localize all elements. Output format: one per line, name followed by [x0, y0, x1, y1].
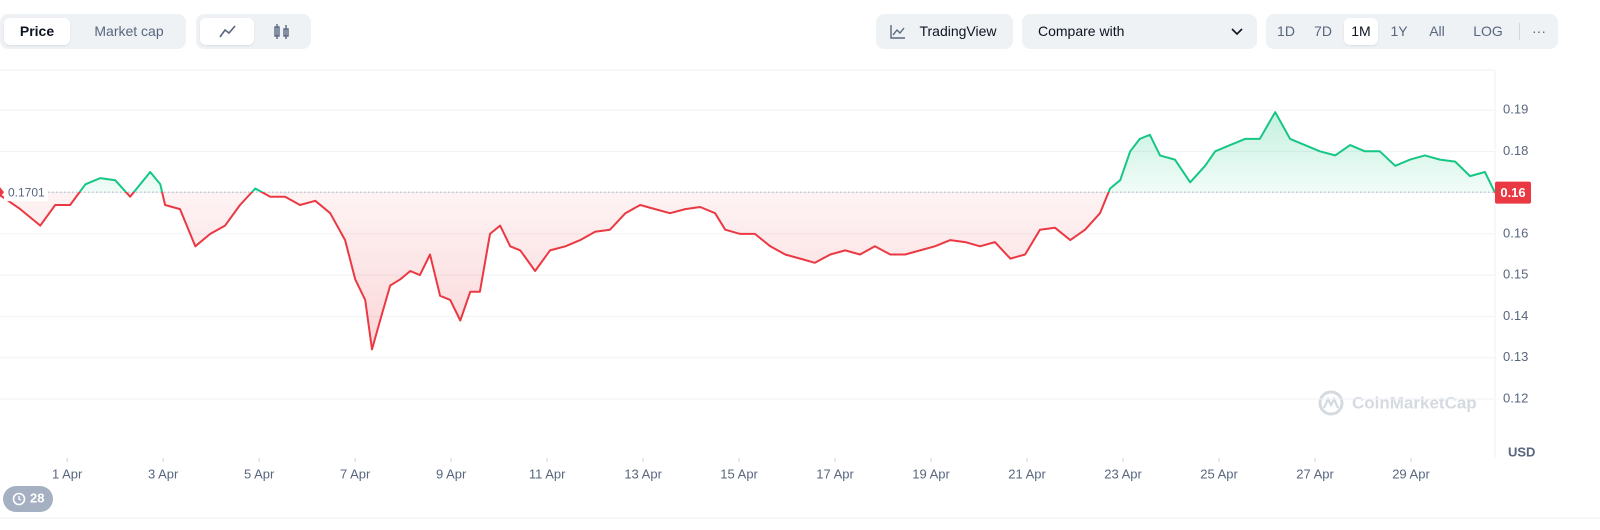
- x-tick-label: 15 Apr: [720, 466, 758, 481]
- y-tick-label: 0.16: [1503, 225, 1528, 240]
- x-tick-label: 5 Apr: [244, 466, 275, 481]
- view-toggle: Price Market cap: [0, 14, 186, 49]
- y-tick-label: 0.19: [1503, 101, 1528, 116]
- divider: [1519, 23, 1520, 40]
- baseline-label-bg: [4, 183, 48, 202]
- range-button[interactable]: 1Y: [1390, 23, 1408, 39]
- x-tick-label: 9 Apr: [436, 466, 467, 481]
- line-style-button[interactable]: [200, 18, 254, 45]
- tradingview-button[interactable]: TradingView: [876, 14, 1013, 49]
- y-tick-label: 0.15: [1503, 267, 1528, 282]
- chevron: [1231, 28, 1243, 36]
- x-tick-label: 27 Apr: [1296, 466, 1334, 481]
- range-button[interactable]: 1M: [1344, 18, 1378, 45]
- compare-label: Compare with: [1038, 23, 1125, 39]
- market-cap-tab[interactable]: Market cap: [94, 23, 164, 39]
- log-button[interactable]: LOG: [1473, 23, 1503, 39]
- watermark-text: CoinMarketCap: [1352, 393, 1477, 412]
- compare-dropdown[interactable]: Compare with: [1022, 14, 1257, 49]
- y-tick-label: 0.12: [1503, 390, 1528, 405]
- price-badge-label: 0.16: [1500, 185, 1525, 200]
- x-tick-label: 13 Apr: [624, 466, 662, 481]
- price-tab[interactable]: Price: [4, 18, 70, 45]
- tv-icon: [890, 25, 905, 39]
- range-button[interactable]: 7D: [1314, 23, 1332, 39]
- x-tick-label: 25 Apr: [1200, 466, 1238, 481]
- range-button[interactable]: All: [1429, 23, 1445, 39]
- tradingview-label: TradingView: [919, 23, 997, 39]
- price-line: [0, 111, 1496, 351]
- x-tick-label: 19 Apr: [912, 466, 950, 481]
- x-tick-label: 23 Apr: [1104, 466, 1142, 481]
- price-badge: [1495, 181, 1531, 204]
- y-tick-label: 0.14: [1503, 308, 1528, 323]
- y-tick-label: 0.13: [1503, 349, 1528, 364]
- x-tick-label: 3 Apr: [148, 466, 179, 481]
- chart-style-toggle: [196, 14, 311, 49]
- line-icon: [219, 25, 236, 38]
- history-count: 28: [30, 490, 44, 505]
- x-tick-label: 21 Apr: [1008, 466, 1046, 481]
- x-tick-label: 17 Apr: [816, 466, 854, 481]
- price-area: [0, 112, 1495, 350]
- range-button[interactable]: 1D: [1277, 23, 1295, 39]
- x-tick-label: 7 Apr: [340, 466, 371, 481]
- x-tick-label: 11 Apr: [529, 466, 566, 481]
- history-badge[interactable]: 28: [3, 486, 53, 512]
- candle-style-button[interactable]: [258, 18, 306, 45]
- more-button[interactable]: ···: [1532, 23, 1546, 39]
- y-unit: USD: [1508, 444, 1535, 459]
- watermark: CoinMarketCap: [1318, 390, 1477, 416]
- y-tick-label: 0.18: [1503, 143, 1528, 158]
- x-tick-label: 29 Apr: [1392, 466, 1430, 481]
- baseline-marker: [0, 187, 4, 198]
- candle-icon: [274, 24, 289, 39]
- baseline-label: 0.1701: [8, 185, 45, 199]
- x-tick-label: 1 Apr: [52, 466, 83, 481]
- range-toggle: 1D 7D 1M 1Y All LOG ···: [1266, 14, 1558, 49]
